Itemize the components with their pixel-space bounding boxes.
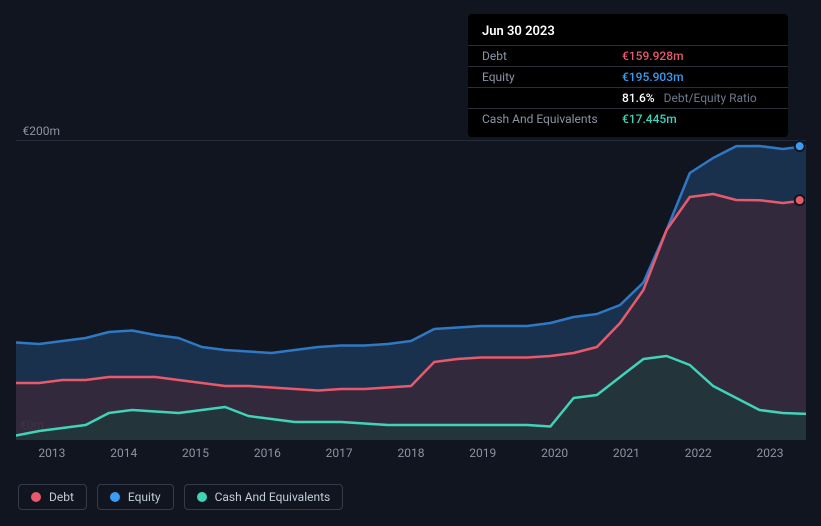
legend-item-equity[interactable]: Equity (97, 484, 174, 510)
x-tick: 2017 (303, 446, 375, 460)
tooltip-row-equity: Equity €195.903m (468, 66, 788, 87)
legend-swatch-icon (110, 492, 120, 502)
legend-item-cash-and-equivalents[interactable]: Cash And Equivalents (184, 484, 344, 510)
legend-swatch-icon (197, 492, 207, 502)
tooltip-label (482, 91, 622, 105)
x-tick: 2021 (591, 446, 663, 460)
tooltip-value: €195.903m (622, 70, 684, 84)
legend-label: Debt (49, 490, 74, 504)
x-tick: 2013 (16, 446, 88, 460)
tooltip-value: €17.445m (622, 112, 677, 126)
legend-label: Equity (128, 490, 161, 504)
x-tick: 2022 (662, 446, 734, 460)
legend-item-debt[interactable]: Debt (18, 484, 87, 510)
tooltip-date: Jun 30 2023 (468, 22, 788, 45)
tooltip-row-ratio: 81.6% Debt/Equity Ratio (468, 87, 788, 108)
legend-label: Cash And Equivalents (215, 490, 331, 504)
legend-swatch-icon (31, 492, 41, 502)
x-tick: 2020 (519, 446, 591, 460)
x-tick: 2015 (160, 446, 232, 460)
tooltip-sublabel: Debt/Equity Ratio (664, 91, 757, 105)
y-tick-top: €200m (0, 124, 60, 138)
x-tick: 2014 (88, 446, 160, 460)
x-tick: 2018 (375, 446, 447, 460)
tooltip-row-cash: Cash And Equivalents €17.445m (468, 108, 788, 129)
tooltip-value: 81.6% (622, 91, 655, 105)
tooltip-row-debt: Debt €159.928m (468, 45, 788, 66)
x-axis-labels: 2013201420152016201720182019202020212022… (16, 446, 806, 460)
x-tick: 2019 (447, 446, 519, 460)
x-tick: 2016 (231, 446, 303, 460)
x-tick: 2023 (734, 446, 806, 460)
chart-legend: Debt Equity Cash And Equivalents (18, 484, 343, 510)
tooltip-value: €159.928m (622, 49, 684, 63)
tooltip-label: Debt (482, 49, 622, 63)
tooltip-label: Equity (482, 70, 622, 84)
area-chart (16, 140, 806, 440)
hover-tooltip: Jun 30 2023 Debt €159.928m Equity €195.9… (468, 14, 788, 137)
tooltip-label: Cash And Equivalents (482, 112, 622, 126)
